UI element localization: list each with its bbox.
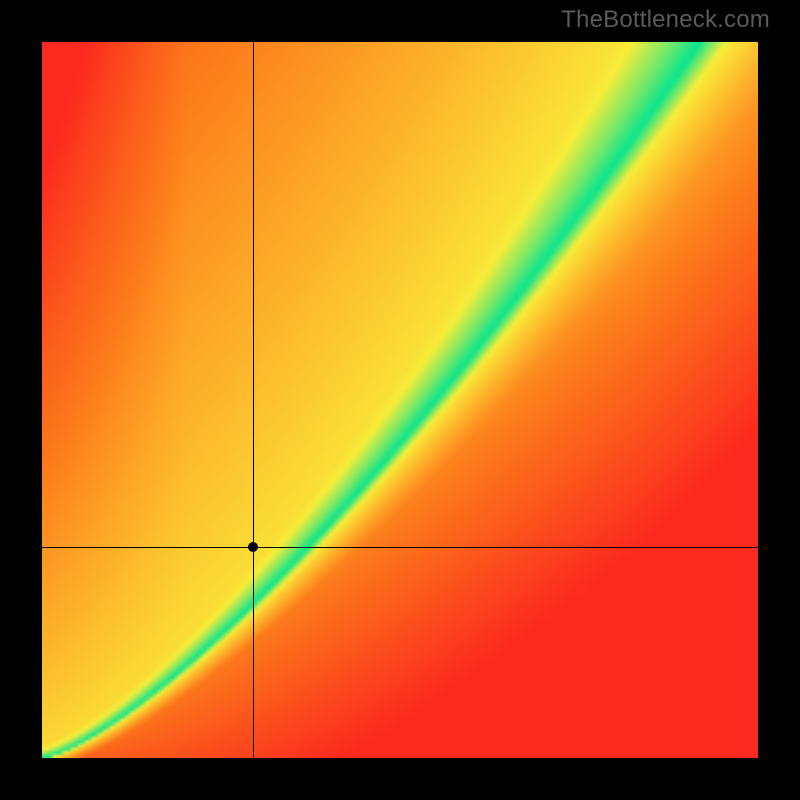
bottleneck-heatmap <box>42 42 758 758</box>
watermark-text: TheBottleneck.com <box>561 6 770 34</box>
heatmap-canvas <box>42 42 758 758</box>
crosshair-horizontal <box>42 547 758 548</box>
crosshair-marker <box>248 542 258 552</box>
crosshair-vertical <box>253 42 254 758</box>
